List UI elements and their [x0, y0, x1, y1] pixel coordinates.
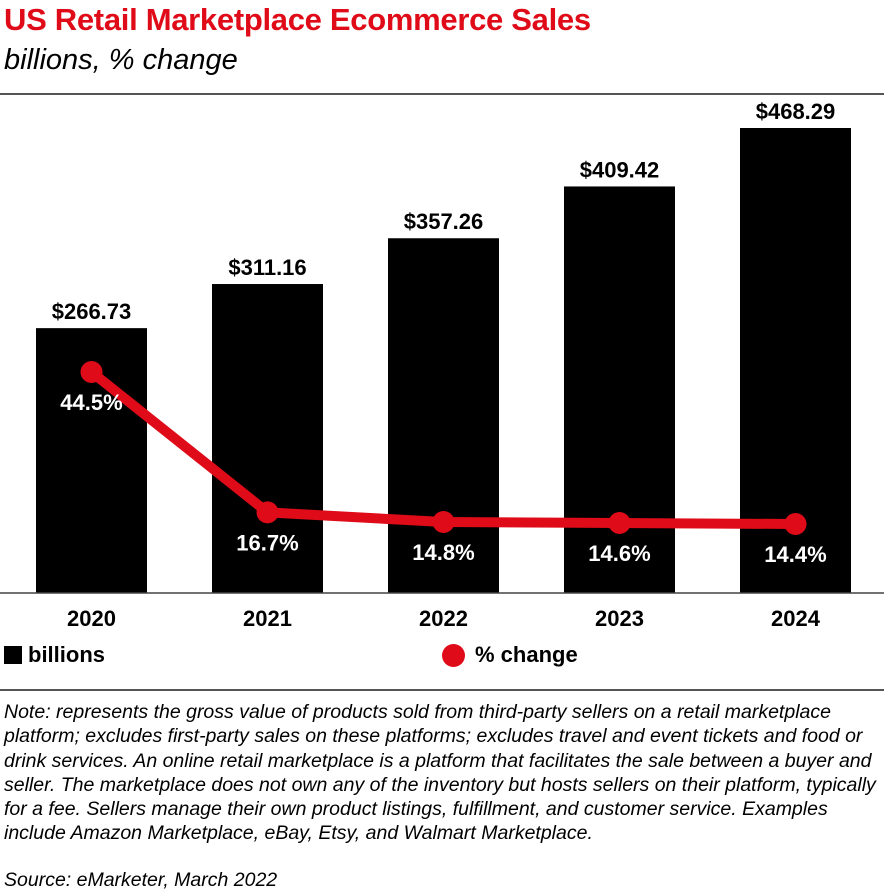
percent-change-point: [432, 510, 455, 533]
chart-title: US Retail Marketplace Ecommerce Sales: [4, 2, 591, 37]
bar-2022: [388, 238, 499, 594]
legend-label-percent-change: % change: [475, 642, 578, 667]
bar-2021: [212, 284, 323, 593]
percent-change-label: 14.6%: [588, 541, 650, 566]
x-axis-tick-label: 2023: [595, 606, 644, 631]
percent-change-point: [80, 361, 103, 383]
legend-item-billions: billions: [4, 642, 105, 668]
x-axis-tick-label: 2024: [771, 606, 821, 631]
chart-source: Source: eMarketer, March 2022: [4, 869, 278, 891]
percent-change-point: [784, 513, 807, 535]
bar-value-label: $311.16: [228, 255, 306, 280]
bar-value-label: $468.29: [756, 99, 836, 124]
chart-note: Note: represents the gross value of prod…: [4, 701, 876, 845]
legend-dot-swatch: [442, 643, 465, 667]
chart-area: $266.73 2020 $311.16 2021 $357.26 2022 $409.42…: [0, 99, 884, 631]
chart-subtitle: billions, % change: [4, 44, 238, 76]
percent-change-point: [608, 511, 631, 534]
percent-change-point: [256, 501, 279, 524]
bottom-divider: [0, 689, 884, 691]
bar-value-label: $409.42: [580, 157, 660, 182]
legend-item-percent-change: % change: [442, 642, 578, 668]
bar-value-label: $357.26: [404, 209, 484, 234]
bar-value-label: $266.73: [52, 299, 132, 324]
legend-label-billions: billions: [28, 642, 105, 667]
percent-change-label: 16.7%: [236, 530, 298, 555]
percent-change-label: 44.5%: [60, 390, 122, 415]
percent-change-label: 14.4%: [764, 542, 826, 567]
percent-change-label: 14.8%: [412, 540, 474, 565]
x-axis-tick-label: 2020: [67, 606, 116, 631]
x-axis-tick-label: 2021: [243, 606, 292, 631]
top-divider: [0, 93, 884, 95]
legend-bar-swatch: [4, 646, 22, 664]
x-axis-tick-label: 2022: [419, 606, 468, 631]
